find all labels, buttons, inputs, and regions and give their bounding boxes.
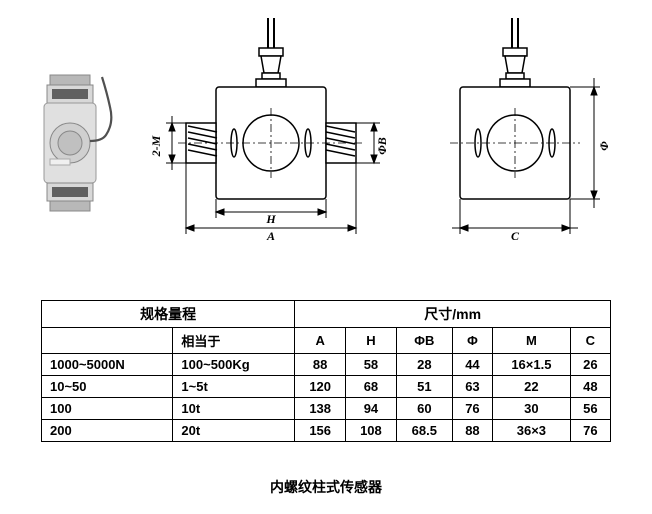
cell-m: 30 xyxy=(493,398,571,420)
col-m: M xyxy=(493,328,571,354)
side-drawing: Φ C xyxy=(430,18,630,273)
label-c: C xyxy=(511,229,520,243)
cell-c: 76 xyxy=(570,420,610,442)
col-phib: ΦB xyxy=(396,328,452,354)
front-drawing: H A ΦB 2-M xyxy=(146,18,406,273)
cell-range: 200 xyxy=(42,420,173,442)
diagram-row: H A ΦB 2-M xyxy=(0,0,652,280)
cell-phib: 60 xyxy=(396,398,452,420)
cell-a: 138 xyxy=(295,398,346,420)
cell-h: 108 xyxy=(346,420,397,442)
label-a: A xyxy=(266,229,275,243)
sub-equiv: 相当于 xyxy=(173,328,295,354)
label-phib: ΦB xyxy=(375,137,389,154)
cell-equiv: 100~500Kg xyxy=(173,354,295,376)
cell-h: 94 xyxy=(346,398,397,420)
cell-equiv: 1~5t xyxy=(173,376,295,398)
cell-phi: 44 xyxy=(452,354,492,376)
cell-phib: 68.5 xyxy=(396,420,452,442)
col-phi: Φ xyxy=(452,328,492,354)
cell-c: 48 xyxy=(570,376,610,398)
cell-equiv: 10t xyxy=(173,398,295,420)
col-c: C xyxy=(570,328,610,354)
cell-h: 58 xyxy=(346,354,397,376)
col-a: A xyxy=(295,328,346,354)
product-photo xyxy=(22,63,122,228)
blank-cell xyxy=(42,328,173,354)
cell-c: 26 xyxy=(570,354,610,376)
cell-equiv: 20t xyxy=(173,420,295,442)
table-subheader-row: 相当于 A H ΦB Φ M C xyxy=(42,328,611,354)
cell-range: 1000~5000N xyxy=(42,354,173,376)
cell-a: 120 xyxy=(295,376,346,398)
cell-phib: 28 xyxy=(396,354,452,376)
col-h: H xyxy=(346,328,397,354)
table-row: 200 20t 156 108 68.5 88 36×3 76 xyxy=(42,420,611,442)
cell-phi: 88 xyxy=(452,420,492,442)
label-2m: 2-M xyxy=(149,135,163,157)
table-header-row: 规格量程 尺寸/mm xyxy=(42,301,611,328)
cell-h: 68 xyxy=(346,376,397,398)
cell-a: 156 xyxy=(295,420,346,442)
header-dim: 尺寸/mm xyxy=(295,301,611,328)
label-h: H xyxy=(265,212,276,226)
cell-m: 36×3 xyxy=(493,420,571,442)
header-spec: 规格量程 xyxy=(42,301,295,328)
cell-phi: 63 xyxy=(452,376,492,398)
cell-phi: 76 xyxy=(452,398,492,420)
cell-a: 88 xyxy=(295,354,346,376)
table-row: 10~50 1~5t 120 68 51 63 22 48 xyxy=(42,376,611,398)
caption: 内螺纹柱式传感器 xyxy=(0,477,652,497)
cell-range: 10~50 xyxy=(42,376,173,398)
cell-m: 22 xyxy=(493,376,571,398)
cell-m: 16×1.5 xyxy=(493,354,571,376)
spec-table: 规格量程 尺寸/mm 相当于 A H ΦB Φ M C 1000~5000N 1… xyxy=(41,300,611,442)
table-row: 1000~5000N 100~500Kg 88 58 28 44 16×1.5 … xyxy=(42,354,611,376)
table-row: 100 10t 138 94 60 76 30 56 xyxy=(42,398,611,420)
label-phi: Φ xyxy=(597,140,611,150)
cell-phib: 51 xyxy=(396,376,452,398)
cell-c: 56 xyxy=(570,398,610,420)
cell-range: 100 xyxy=(42,398,173,420)
